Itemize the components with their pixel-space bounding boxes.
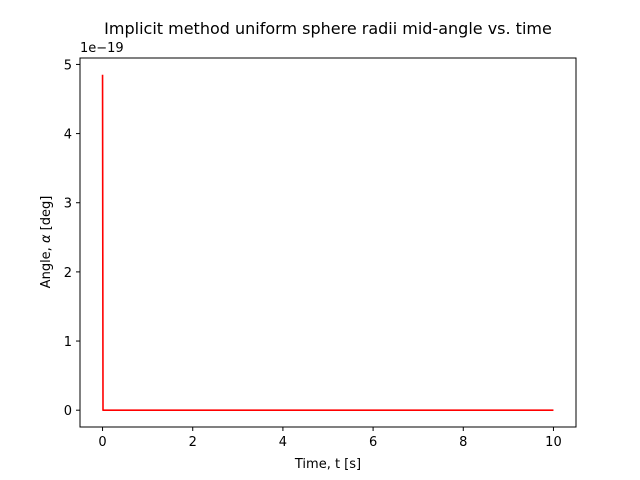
y-tick-label: 3 bbox=[64, 197, 72, 212]
y-axis-label-prefix: Angle, bbox=[39, 243, 54, 288]
y-tick-label: 0 bbox=[64, 404, 72, 419]
y-axis-label-suffix: [deg] bbox=[39, 196, 54, 235]
x-tick-label: 0 bbox=[98, 435, 106, 450]
x-tick-label: 4 bbox=[279, 435, 287, 450]
y-tick-label: 2 bbox=[64, 266, 72, 281]
axes-frame bbox=[79, 57, 577, 428]
x-axis: 0 2 4 6 8 10 bbox=[98, 427, 562, 450]
y-tick-label: 5 bbox=[64, 58, 72, 73]
x-axis-label: Time, t [s] bbox=[294, 457, 361, 472]
series-line-0 bbox=[101, 74, 554, 412]
y-axis: 0 1 2 3 4 5 bbox=[64, 58, 80, 419]
x-tick-label: 10 bbox=[545, 435, 562, 450]
y-tick-label: 1 bbox=[64, 335, 72, 350]
plot-area bbox=[101, 74, 554, 412]
y-axis-label-symbol: α bbox=[39, 234, 54, 243]
y-offset-text: 1e−19 bbox=[80, 41, 124, 56]
x-tick-label: 6 bbox=[369, 435, 377, 450]
y-axis-label: Angle, α [deg] bbox=[39, 196, 54, 289]
x-tick-label: 8 bbox=[459, 435, 467, 450]
x-tick-label: 2 bbox=[189, 435, 197, 450]
chart-title: Implicit method uniform sphere radii mid… bbox=[104, 19, 552, 38]
y-tick-label: 4 bbox=[64, 128, 72, 143]
